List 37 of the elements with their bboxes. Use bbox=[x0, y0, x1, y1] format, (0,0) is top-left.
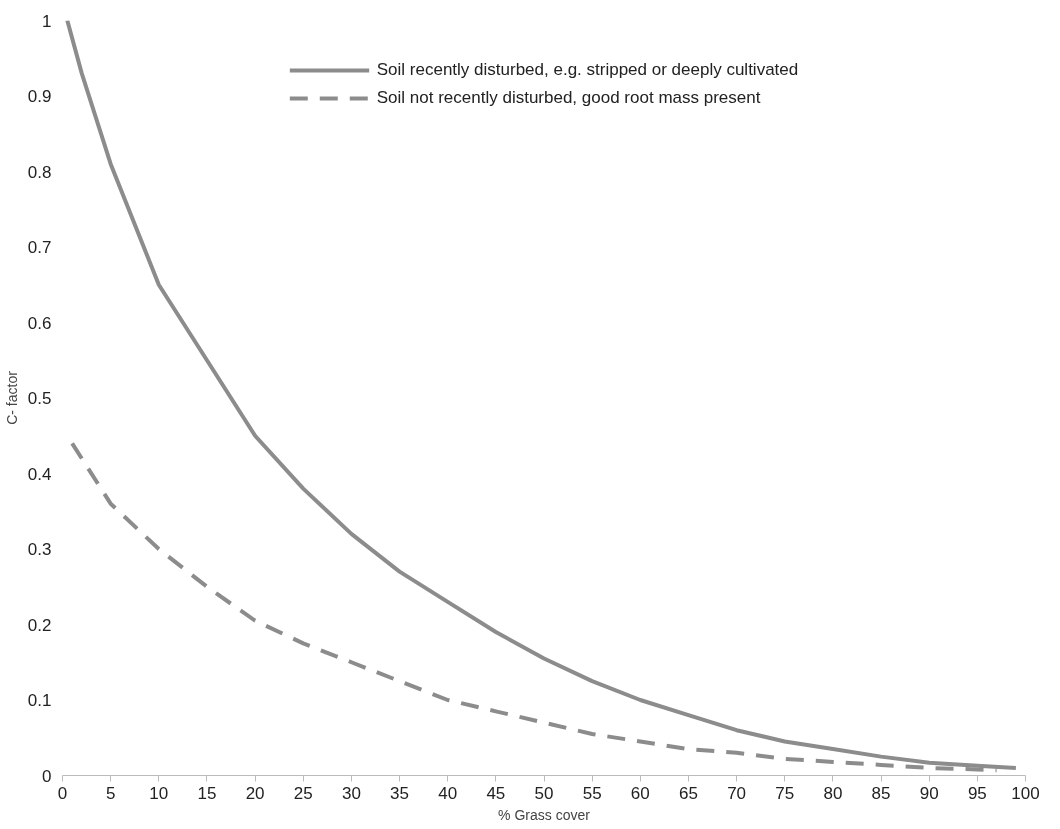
x-tick-label: 85 bbox=[871, 783, 891, 803]
y-tick-label: 0.4 bbox=[27, 464, 52, 484]
x-tick-label: 90 bbox=[919, 783, 939, 803]
y-tick-label: 0.3 bbox=[27, 540, 52, 559]
x-tick-label: 95 bbox=[967, 783, 987, 803]
y-tick-label: 0.9 bbox=[27, 87, 52, 106]
x-tick-label: 15 bbox=[197, 783, 217, 803]
x-tick-label: 5 bbox=[105, 783, 116, 803]
y-tick-label: 0.5 bbox=[27, 389, 52, 408]
x-tick-label: 75 bbox=[775, 783, 795, 803]
legend-label: Soil not recently disturbed, good root mass present bbox=[376, 88, 761, 108]
y-tick-label: 0.2 bbox=[27, 615, 52, 635]
x-tick-label: 60 bbox=[630, 783, 650, 803]
x-tick-label: 80 bbox=[823, 783, 843, 803]
x-tick-label: 10 bbox=[149, 783, 169, 803]
y-tick-label: 0.6 bbox=[27, 313, 52, 333]
x-tick-label: 35 bbox=[390, 783, 410, 803]
legend-label: Soil recently disturbed, e.g. stripped or deeply cultivated bbox=[376, 60, 799, 80]
x-tick-label: 100 bbox=[1011, 783, 1040, 803]
y-tick-label: 0.1 bbox=[27, 691, 52, 710]
x-axis-title: % Grass cover bbox=[498, 806, 591, 823]
x-tick-label: 65 bbox=[679, 783, 698, 803]
x-tick-label: 70 bbox=[727, 783, 747, 803]
line-series bbox=[65, 20, 1018, 770]
y-tick-label: 1 bbox=[42, 11, 52, 31]
y-tick-label: 0.8 bbox=[27, 162, 52, 182]
y-tick-label: 0.7 bbox=[27, 238, 52, 257]
x-tick-label: 25 bbox=[293, 783, 313, 803]
x-tick-label: 30 bbox=[341, 783, 361, 803]
x-tick-label: 0 bbox=[57, 783, 68, 803]
x-tick-label: 45 bbox=[486, 783, 506, 803]
x-tick-label: 40 bbox=[438, 783, 458, 803]
x-tick-label: 50 bbox=[534, 783, 554, 803]
y-axis-title: C- factor bbox=[3, 370, 20, 425]
x-tick-label: 55 bbox=[582, 783, 602, 803]
x-tick-label: 20 bbox=[245, 783, 265, 803]
y-tick-label: 0 bbox=[42, 766, 52, 786]
